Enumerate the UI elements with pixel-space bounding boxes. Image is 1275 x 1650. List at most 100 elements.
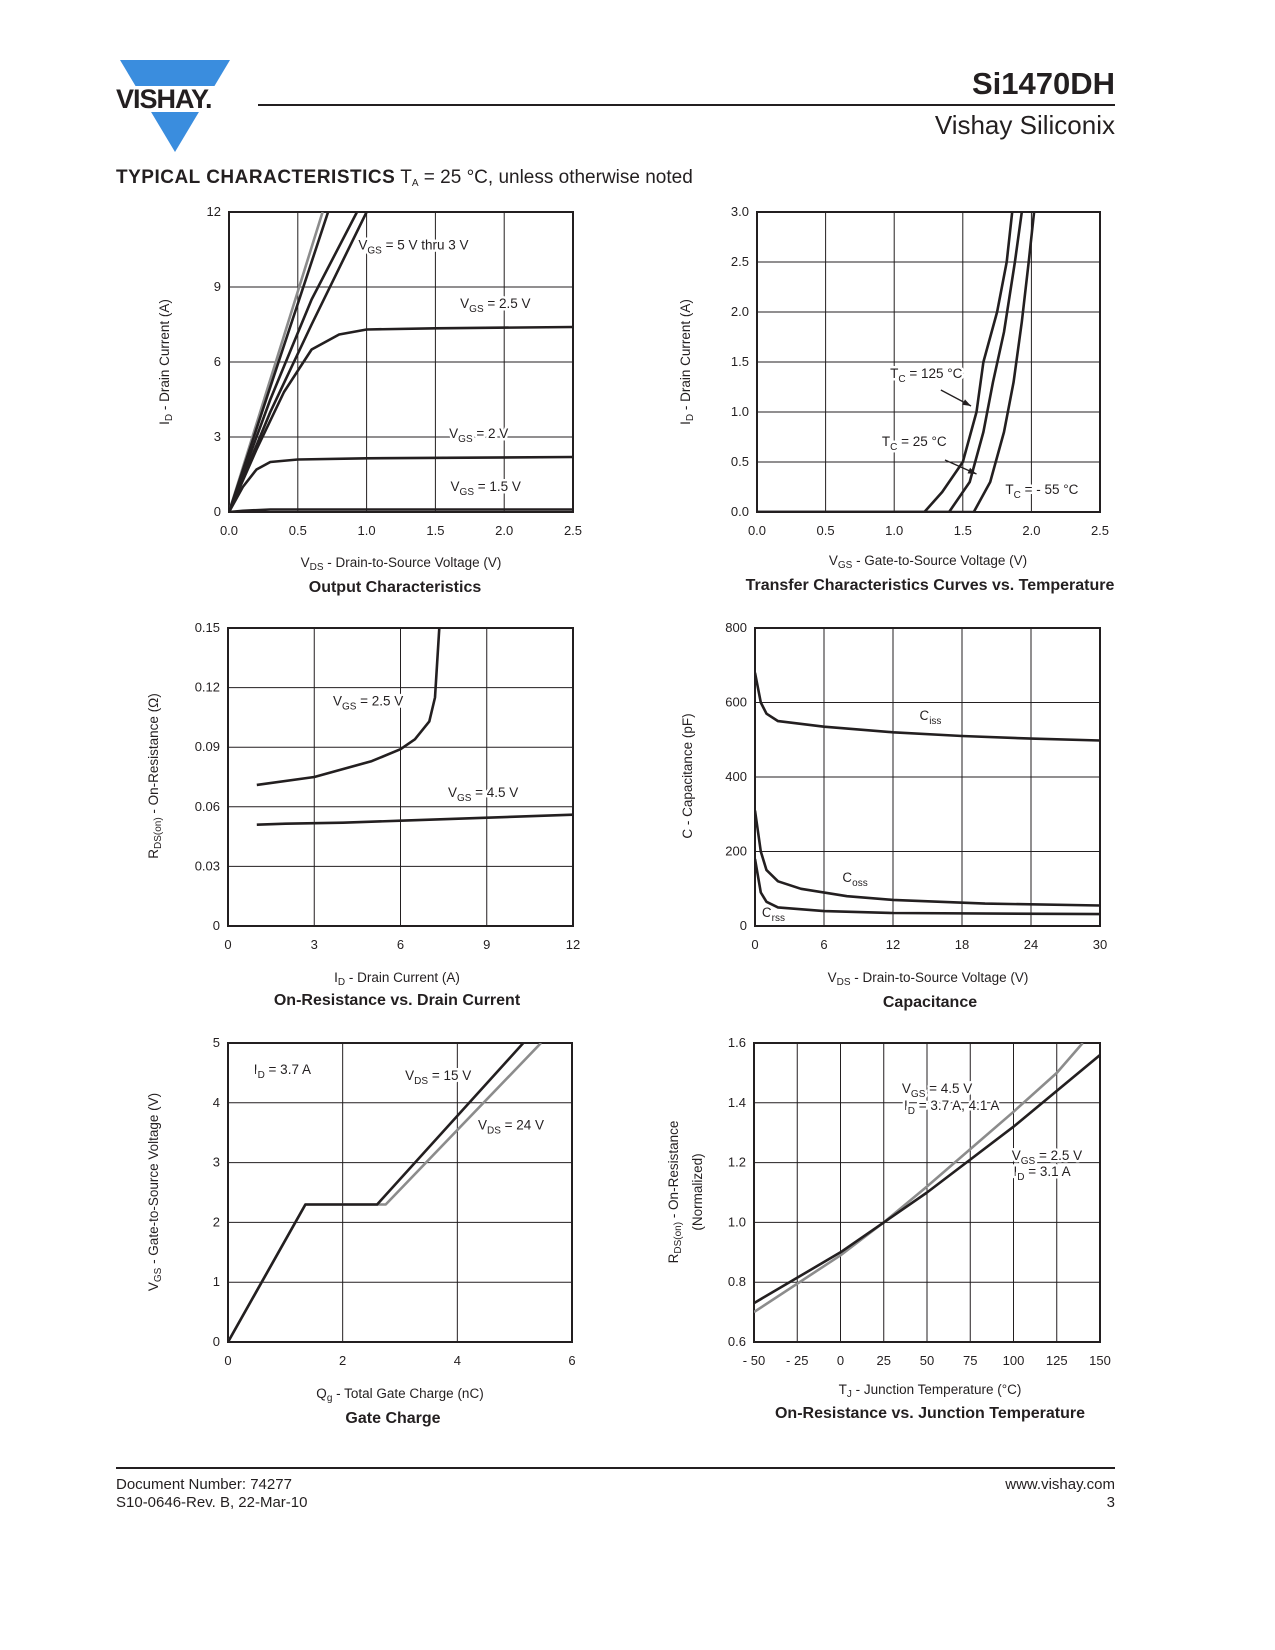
annotation-text: V — [1012, 1148, 1021, 1163]
annotation-text: = 24 V — [501, 1118, 544, 1133]
chart6-ylabel-line2: (Normalized) — [690, 1153, 705, 1231]
x-tick-label: 75 — [963, 1353, 977, 1368]
chart4-xlabel: VDS - Drain-to-Source Voltage (V) — [827, 970, 1029, 988]
y-tick-label: 3 — [214, 429, 221, 444]
annotation-subscript: D — [1017, 1172, 1024, 1183]
x-tick-label: 0 — [224, 1353, 231, 1368]
series-line — [754, 1053, 1100, 1305]
chart6-xlabel: TJ - Junction Temperature (°C) — [838, 1382, 1022, 1400]
chart3-ylabel: RDS(on) - On-Resistance (Ω) — [146, 693, 164, 859]
plot-frame — [227, 627, 574, 927]
annotation-label: VGS = 1.5 V — [451, 479, 521, 498]
x-tick-label: 24 — [1024, 937, 1038, 952]
x-tick-label: 2.0 — [1022, 523, 1040, 538]
chart2-title: Transfer Characteristics Curves vs. Temp… — [745, 577, 1115, 594]
annotation-subscript: DS — [487, 1126, 501, 1137]
annotation-label: TC = 125 °C — [890, 366, 963, 385]
x-tick-label: 0 — [224, 937, 231, 952]
arrow-head-icon — [962, 399, 972, 406]
annotation-text: = 1.5 V — [474, 479, 521, 494]
chart-2: 0.0 0.5 1.0 1.5 2.0 2.5 0.0 0.5 1.0 1.5 2.0 2.5 3.0 T… — [731, 204, 1109, 538]
section-heading: TYPICAL CHARACTERISTICS TA = 25 °C, unle… — [116, 167, 693, 189]
y-tick-label: 200 — [725, 844, 747, 859]
annotation-subscript: DS — [414, 1076, 428, 1087]
annotation-label: ID = 3.7 A — [254, 1062, 311, 1081]
chart6-title: On-Resistance vs. Junction Temperature — [774, 1405, 1085, 1422]
annotation-text: V — [451, 479, 460, 494]
page-number: 3 — [1106, 1494, 1115, 1511]
y-tick-label: 2.5 — [731, 254, 749, 269]
annotation-subscript: GS — [469, 304, 484, 315]
y-tick-label: 3 — [213, 1155, 220, 1170]
x-tick-label: 0.0 — [220, 523, 238, 538]
chart2-xlabel: VGS - Gate-to-Source Voltage (V) — [828, 553, 1028, 571]
annotation-label: VGS = 4.5 V — [448, 785, 518, 804]
chart5-title: Gate Charge — [345, 1410, 441, 1427]
annotation-label: VGS = 2.5 V — [333, 693, 403, 712]
section-condition: TA = 25 °C, unless otherwise noted — [400, 167, 693, 189]
annotation-label: TC = 25 °C — [882, 434, 947, 453]
x-tick-label: 125 — [1046, 1353, 1068, 1368]
annotation-text: T — [1005, 482, 1013, 497]
annotation-label: VGS = 4.5 V — [902, 1081, 972, 1100]
y-tick-label: 0 — [213, 1334, 220, 1349]
x-tick-label: 3 — [311, 937, 318, 952]
annotation-label: VGS = 2 V — [449, 426, 508, 445]
y-tick-label: 0.5 — [731, 454, 749, 469]
annotation-subscript: GS — [342, 701, 357, 712]
chart1-ylabel: ID - Drain Current (A) — [157, 299, 175, 425]
plot-frame — [228, 211, 574, 513]
y-tick-label: 0.06 — [195, 799, 220, 814]
x-tick-label: 6 — [568, 1353, 575, 1368]
y-tick-label: 9 — [214, 279, 221, 294]
y-tick-label: 0.09 — [195, 739, 220, 754]
annotation-subscript: GS — [1021, 1156, 1036, 1167]
y-tick-label: 12 — [207, 204, 221, 219]
annotation-subscript: GS — [458, 434, 473, 445]
annotation-text: = 15 V — [428, 1068, 471, 1083]
annotation-text: V — [405, 1068, 414, 1083]
annotation-text: C — [919, 708, 929, 723]
company-name: Vishay Siliconix — [934, 110, 1115, 140]
y-tick-label: 1 — [213, 1274, 220, 1289]
x-tick-label: 1.0 — [358, 523, 376, 538]
x-tick-label: 1.5 — [426, 523, 444, 538]
series-line — [229, 212, 330, 512]
x-tick-label: 100 — [1003, 1353, 1025, 1368]
y-tick-label: 0.03 — [195, 858, 220, 873]
series-line — [256, 813, 573, 826]
chart5-xlabel: Qg - Total Gate Charge (nC) — [316, 1386, 484, 1404]
chart4-ylabel: C - Capacitance (pF) — [680, 713, 695, 839]
annotation-subscript: C — [890, 442, 897, 453]
annotation-text: = 2 V — [473, 426, 509, 441]
annotation-text: V — [448, 785, 457, 800]
annotation-label: Ciss — [919, 708, 941, 727]
annotation-text: = 5 V thru 3 V — [382, 238, 469, 253]
y-tick-label: 0.0 — [731, 504, 749, 519]
annotation-label: VGS = 5 V thru 3 V — [358, 238, 468, 257]
y-tick-label: 400 — [725, 769, 747, 784]
chart3-xlabel: ID - Drain Current (A) — [334, 970, 460, 988]
x-tick-label: 1.5 — [954, 523, 972, 538]
website-link[interactable]: www.vishay.com — [1005, 1476, 1115, 1493]
annotation-subscript: rss — [772, 913, 785, 924]
chart6-ylabel: RDS(on) - On-Resistance — [666, 1120, 684, 1264]
annotation-text: = 4.5 V — [925, 1081, 972, 1096]
annotation-text: = 4.5 V — [471, 785, 518, 800]
annotation-text: = 2.5 V — [356, 693, 403, 708]
plot-frame — [753, 1042, 1101, 1343]
x-tick-label: 18 — [955, 937, 969, 952]
annotation-text: V — [449, 426, 458, 441]
annotation-text: = 25 °C — [897, 434, 947, 449]
chart-6: - 50 - 25 0 25 50 75 100 125 150 0.6 0.8 1.0 1.2 1.4 1… — [728, 1035, 1111, 1368]
annotation-text: = - 55 °C — [1021, 482, 1079, 497]
series-line — [757, 212, 1036, 512]
x-tick-label: 2.0 — [495, 523, 513, 538]
footer-rule — [116, 1467, 1115, 1469]
x-tick-label: 0.5 — [289, 523, 307, 538]
part-number: Si1470DH — [971, 66, 1115, 101]
